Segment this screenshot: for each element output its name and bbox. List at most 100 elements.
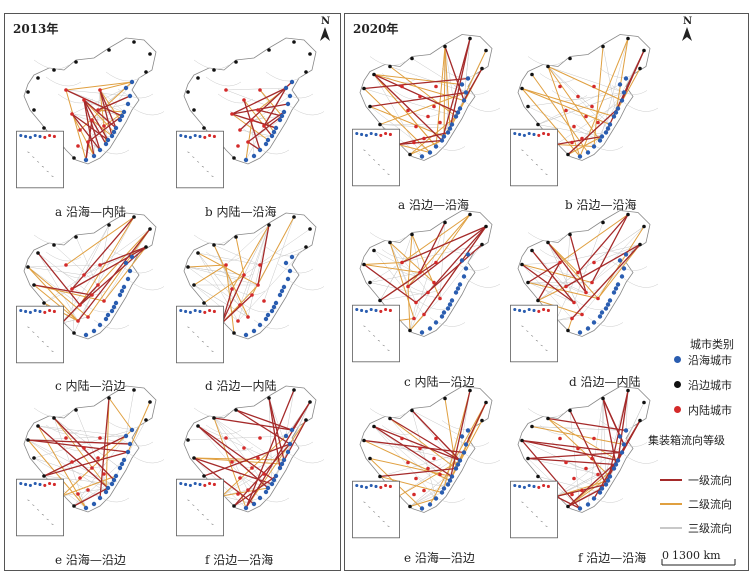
flow-line-f1 [83, 99, 117, 129]
border-city-dot [36, 251, 40, 255]
flow-line-f1 [27, 439, 129, 453]
inset-island [535, 339, 538, 342]
province-border [105, 419, 142, 430]
border-city-dot [234, 408, 238, 412]
flow-line-f2 [363, 264, 421, 273]
inset-city-dot [212, 134, 216, 138]
border-city-dot [408, 328, 412, 333]
flow-line-f2 [443, 46, 446, 137]
border-city-dot [148, 400, 152, 404]
flow-line-f3 [27, 266, 81, 306]
coastal-city-dot [269, 133, 275, 139]
flow-line-f2 [197, 252, 259, 286]
border-city-dot [72, 504, 76, 508]
border-city-dot [186, 438, 190, 442]
border-city-dot [642, 48, 646, 53]
border-city-dot [443, 396, 447, 401]
flow-line-f2 [27, 439, 87, 509]
flow-line-f2 [363, 440, 451, 481]
province-border [587, 493, 624, 503]
province-border [539, 425, 576, 435]
border-city-dot [232, 156, 236, 160]
coastal-city-dot [617, 82, 623, 87]
flow-line-f2 [567, 318, 573, 331]
coastal-city-dot [605, 478, 611, 483]
inset-city-dot [384, 131, 388, 136]
coastal-city-dot [445, 130, 451, 135]
border-city-dot [267, 48, 271, 52]
inland-city-dot [242, 98, 246, 102]
flow-line-f2 [597, 244, 641, 299]
coastal-city-dot [461, 274, 467, 279]
coastal-city-dot [243, 332, 249, 338]
province-border [381, 249, 418, 259]
border-city-dot [568, 56, 572, 61]
border-city-dot [526, 104, 530, 109]
inland-city-dot [564, 284, 568, 289]
inset-city-dot [48, 133, 52, 138]
flow-line-f2 [65, 89, 87, 161]
inset-island [51, 523, 54, 526]
inset-island [540, 344, 543, 347]
border-city-dot [368, 456, 372, 461]
border-city-dot [196, 424, 200, 428]
coastal-city-dot [461, 450, 467, 455]
flow-line-f2 [435, 214, 471, 263]
province-border [193, 407, 230, 418]
inland-city-dot [238, 128, 242, 132]
coastal-city-dot [605, 126, 611, 131]
border-city-dot [52, 416, 56, 420]
coastal-city-dot [289, 427, 295, 433]
province-border [623, 102, 658, 112]
border-city-dot [32, 108, 36, 112]
inset-city-dot [179, 133, 183, 138]
coastal-city-dot [281, 109, 287, 115]
border-city-dot [520, 438, 524, 443]
province-border [289, 105, 324, 116]
flow-line-f1 [567, 487, 603, 508]
province-border [217, 441, 254, 452]
flow-line-f1 [91, 119, 107, 145]
flow-line-f2 [397, 144, 431, 153]
province-border [45, 251, 82, 262]
border-city-dot [638, 242, 642, 247]
flow-line-f1 [85, 141, 89, 161]
flow-line-f3 [213, 244, 261, 266]
border-city-dot [32, 456, 36, 460]
inland-city-dot [558, 436, 562, 441]
coastal-city-dot [273, 473, 279, 479]
flow-line-f1 [83, 99, 109, 141]
inset-island [211, 523, 214, 526]
inland-city-dot [438, 296, 442, 301]
border-city-dot [468, 36, 472, 41]
flow-line-f3 [373, 426, 445, 489]
panel-2020-year: 2020年 [353, 22, 399, 36]
flow-line-f2 [27, 266, 79, 322]
inset-city-dot [208, 481, 212, 486]
flow-line-f2 [559, 214, 629, 263]
flow-line-f3 [591, 226, 645, 283]
flow-line-f3 [37, 252, 79, 322]
border-city-dot [212, 416, 216, 420]
flow-line-f2 [65, 81, 133, 91]
flow-line-f2 [615, 68, 641, 113]
coastal-city-dot [419, 506, 425, 511]
south-sea-inset-3 [176, 305, 224, 364]
inland-city-dot [64, 436, 68, 440]
coastal-city-dot [123, 260, 129, 266]
border-city-dot [638, 418, 642, 423]
inset-city-dot [537, 133, 541, 137]
flow-line-f1 [607, 390, 629, 481]
inland-city-dot [246, 140, 250, 144]
province-border [429, 317, 466, 327]
legend-coastal-dot [674, 356, 681, 363]
inset-island [521, 501, 524, 504]
coastal-city-dot [269, 481, 275, 487]
inland-city-dot [412, 140, 416, 145]
inset-city-dot [198, 482, 202, 486]
border-city-dot [362, 438, 366, 443]
inland-city-dot [590, 456, 594, 461]
flow-line-f3 [65, 89, 125, 113]
inset-island [32, 156, 35, 158]
coastal-city-dot [619, 274, 625, 279]
